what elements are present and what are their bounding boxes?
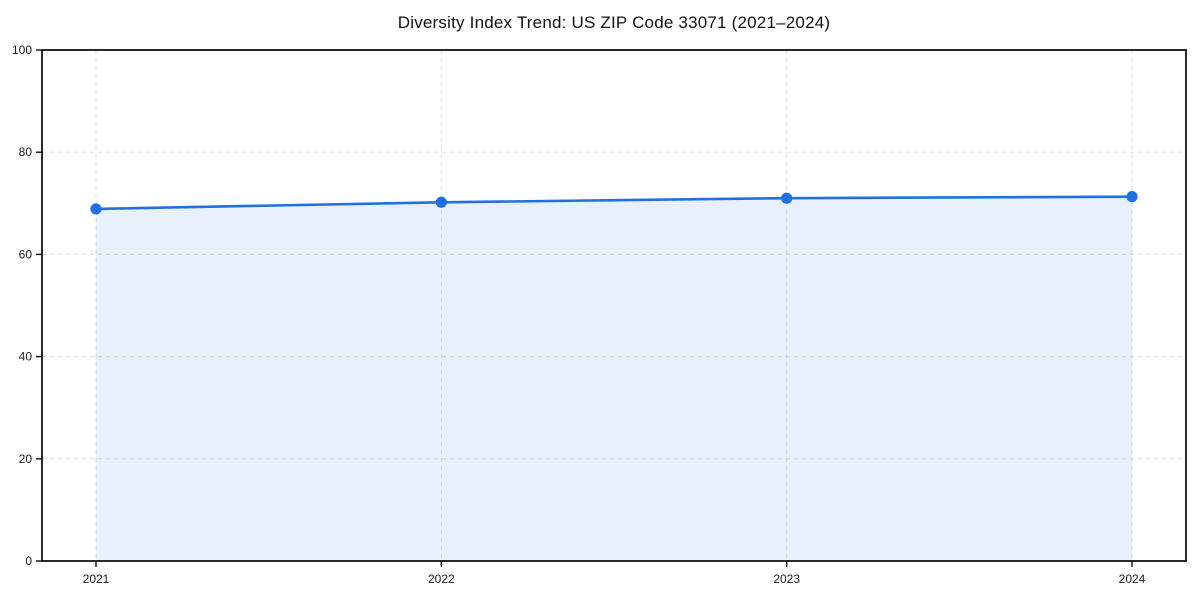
data-point [781,192,793,204]
x-tick-label: 2024 [1119,572,1146,586]
plot-border [41,49,1187,562]
x-tick-label: 2022 [428,572,455,586]
y-tick-label: 0 [25,554,32,568]
y-tick-label: 100 [12,43,32,57]
x-tick-label: 2023 [773,572,800,586]
data-point [435,196,447,208]
chart-title: Diversity Index Trend: US ZIP Code 33071… [397,13,831,32]
x-tick-label: 2021 [83,572,110,586]
data-point [90,203,102,215]
y-tick-label: 40 [19,350,33,364]
trend-line [94,195,1134,211]
y-tick-label: 20 [19,452,33,466]
y-tick-label: 60 [19,247,33,261]
area-fill [96,196,1132,562]
y-tick-label: 80 [19,145,33,159]
data-point [1126,191,1138,203]
